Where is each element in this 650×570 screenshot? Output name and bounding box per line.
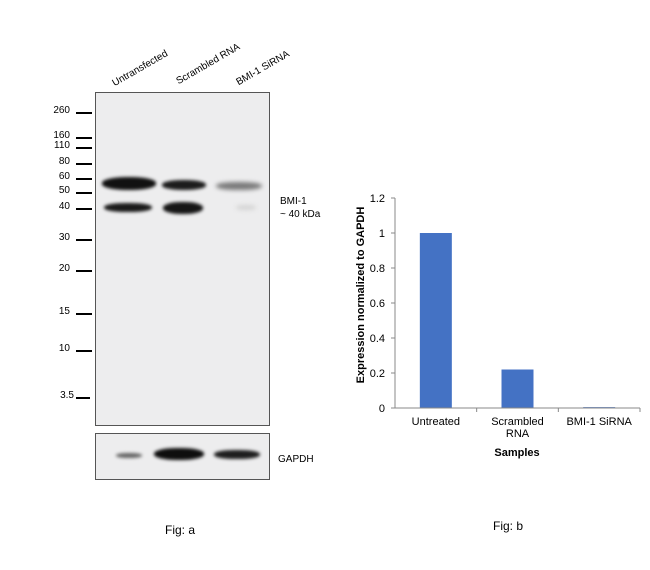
mw-label-10: 10 xyxy=(58,343,70,354)
mw-tick-30 xyxy=(76,239,92,241)
band-gapdh-scrambled xyxy=(154,448,204,460)
y-tick-label: 1 xyxy=(379,228,385,240)
y-tick-label: 0.2 xyxy=(370,368,385,380)
loading-control-label: GAPDH xyxy=(278,454,314,465)
main-blot-panel xyxy=(95,92,270,426)
target-label-size: ~ 40 kDa xyxy=(280,209,321,220)
y-axis-label-group: Expression normalized to GAPDH xyxy=(355,207,367,384)
mw-tick-10 xyxy=(76,350,92,352)
y-tick-label: 0.8 xyxy=(370,263,385,275)
figure-b-caption: Fig: b xyxy=(493,519,524,533)
x-axis: Untreated Scrambled RNA BMI-1 SiRNA xyxy=(395,407,641,440)
band-bmi1-sirna-lower xyxy=(236,205,256,210)
band-untransfected-lower xyxy=(104,203,152,212)
mw-tick-60 xyxy=(76,178,92,180)
mw-tick-260 xyxy=(76,112,92,114)
y-tick-label: 0 xyxy=(379,403,385,415)
mw-tick-160 xyxy=(76,137,92,139)
lane-label-scrambled-rna: Scrambled RNA xyxy=(174,41,243,87)
band-bmi1-sirna-upper xyxy=(216,182,262,190)
lane-label-bmi1-sirna: BMI-1 SiRNA xyxy=(234,48,292,88)
band-scrambled-lower xyxy=(163,202,203,214)
mw-label-160: 160 xyxy=(53,130,70,141)
mw-tick-110 xyxy=(76,147,92,149)
band-scrambled-upper xyxy=(162,180,206,190)
mw-label-15: 15 xyxy=(58,306,70,317)
mw-tick-40 xyxy=(76,208,92,210)
x-tick-label: Scrambled RNA xyxy=(491,416,544,440)
mw-tick-80 xyxy=(76,163,92,165)
y-axis: 0 0.2 0.4 0.6 0.8 1 1.2 xyxy=(370,193,396,415)
mw-label-60: 60 xyxy=(58,171,70,182)
figure-a-caption: Fig: a xyxy=(165,523,196,537)
band-gapdh-untransfected xyxy=(116,453,142,458)
mw-label-40: 40 xyxy=(58,201,70,212)
mw-tick-20 xyxy=(76,270,92,272)
gapdh-blot-panel xyxy=(95,433,270,480)
mw-tick-3-5 xyxy=(76,397,90,399)
y-tick-label: 1.2 xyxy=(370,193,385,205)
x-tick-label: BMI-1 SiRNA xyxy=(566,416,632,428)
bar-scrambled-rna xyxy=(501,369,534,408)
mw-label-3-5: 3.5 xyxy=(60,390,74,401)
mw-label-110: 110 xyxy=(54,140,70,151)
y-axis-label: Expression normalized to GAPDH xyxy=(355,207,367,384)
mw-tick-50 xyxy=(76,192,92,194)
mw-tick-15 xyxy=(76,313,92,315)
y-tick-label: 0.6 xyxy=(370,298,385,310)
mw-label-50: 50 xyxy=(58,185,70,196)
y-tick-label: 0.4 xyxy=(370,333,385,345)
band-gapdh-bmi1-sirna xyxy=(214,450,260,459)
x-tick-label: Untreated xyxy=(412,416,460,428)
lane-label-untransfected: Untransfected xyxy=(110,48,170,89)
target-label: BMI-1 ~ 40 kDa xyxy=(280,195,320,221)
target-label-name: BMI-1 xyxy=(280,196,307,207)
mw-label-30: 30 xyxy=(58,232,70,243)
bar-chart: Expression normalized to GAPDH 0 0.2 0.4 0.… xyxy=(355,193,641,459)
bars xyxy=(419,233,616,408)
bar-untreated xyxy=(419,233,452,408)
band-untransfected-upper xyxy=(102,177,156,190)
x-axis-label: Samples xyxy=(494,447,539,459)
mw-label-20: 20 xyxy=(58,263,70,274)
mw-label-80: 80 xyxy=(58,156,70,167)
mw-label-260: 260 xyxy=(53,105,70,116)
